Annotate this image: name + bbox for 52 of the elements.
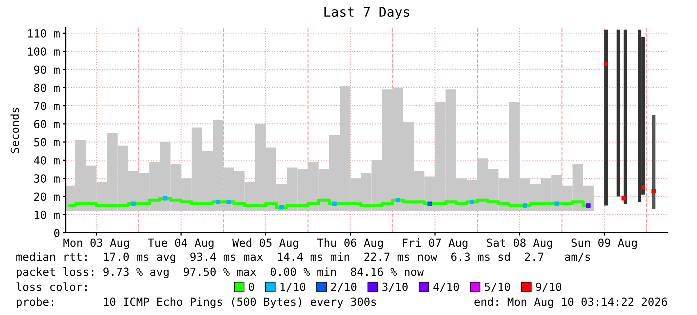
y-tick-label: 40 m bbox=[34, 156, 60, 165]
bar bbox=[604, 30, 608, 206]
legend-title: loss color: bbox=[16, 282, 87, 292]
y-tick-label: 50 m bbox=[34, 138, 60, 147]
point bbox=[604, 62, 608, 66]
y-tick-label: 110 m bbox=[28, 29, 60, 38]
point bbox=[396, 198, 400, 203]
legend-label: 4/10 bbox=[434, 282, 460, 292]
x-tick-label: Sun 09 Aug bbox=[572, 238, 637, 250]
text: packet loss: 9.73 % avg 97.50 % max 0.00 % min 84.16 % now bbox=[17, 268, 424, 278]
point bbox=[522, 204, 528, 208]
bar bbox=[638, 30, 642, 202]
legend-label: 9/10 bbox=[536, 282, 562, 292]
legend-label: 0 bbox=[249, 282, 254, 292]
x-tick-label: Fri 07 Aug bbox=[403, 238, 468, 250]
y-tick-label: 60 m bbox=[34, 120, 60, 129]
y-axis-title: Seconds bbox=[10, 108, 20, 154]
y-tick-label: 70 m bbox=[34, 102, 60, 110]
bar bbox=[624, 30, 628, 204]
chart-title: Last 7 Days bbox=[324, 7, 410, 20]
x-tick-label: Sat 08 Aug bbox=[487, 238, 552, 250]
legend-label: 3/10 bbox=[382, 282, 408, 292]
x-tick-label: Wed 05 Aug bbox=[232, 238, 298, 250]
y-tick-label: 0 bbox=[54, 229, 60, 238]
legend-label: 5/10 bbox=[485, 282, 510, 292]
point bbox=[132, 202, 136, 206]
legend-label: 2/10 bbox=[331, 282, 357, 292]
text: probe: 10 ICMP Echo Pings (500 Bytes) every 300s bbox=[17, 298, 376, 308]
point bbox=[280, 205, 284, 210]
point bbox=[332, 202, 337, 206]
point bbox=[554, 202, 560, 206]
point bbox=[226, 200, 232, 204]
y-tick-label: 100 m bbox=[28, 48, 60, 56]
y-tick-label: 80 m bbox=[34, 84, 60, 92]
point bbox=[586, 204, 591, 208]
point bbox=[622, 196, 626, 201]
x-tick-label: Thu 06 Aug bbox=[317, 238, 384, 250]
y-tick-label: 10 m bbox=[35, 210, 60, 220]
point bbox=[652, 189, 656, 194]
y-tick-label: 30 m bbox=[34, 174, 60, 183]
y-tick-label: 90 m bbox=[34, 66, 60, 74]
text: median rtt: 17.0 ms avg 93.4 ms max 14.4 ms min 22.7 ms now 6.3 ms sd 2.7 am/s bbox=[16, 252, 590, 264]
y-tick-label: 20 m bbox=[34, 192, 60, 202]
x-tick-label: Mon 03 Aug bbox=[64, 238, 130, 250]
x-tick-label: Tue 04 Aug bbox=[148, 238, 214, 250]
bar bbox=[616, 30, 620, 197]
point bbox=[216, 200, 221, 204]
point bbox=[470, 200, 474, 204]
bar bbox=[652, 115, 656, 210]
point bbox=[641, 185, 646, 190]
legend-label: 1/10 bbox=[280, 282, 306, 292]
text: end: Mon Aug 10 03:14:22 2026 bbox=[474, 298, 668, 308]
